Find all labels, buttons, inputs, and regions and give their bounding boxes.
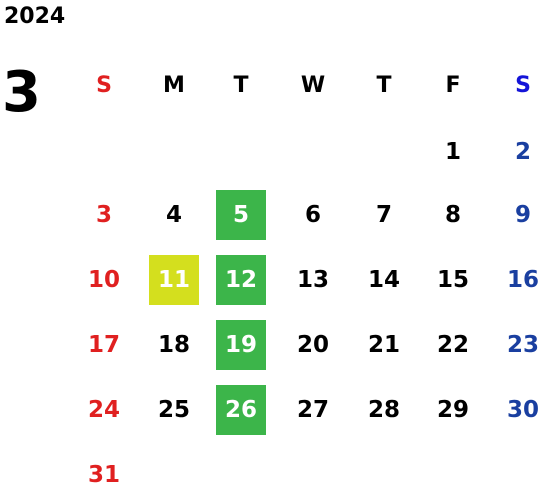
- day-cell[interactable]: 16: [506, 267, 539, 293]
- day-cell[interactable]: 6: [304, 202, 321, 228]
- day-cell[interactable]: 23: [506, 332, 539, 358]
- day-cell[interactable]: 18: [157, 332, 190, 358]
- day-cell[interactable]: 28: [367, 397, 400, 423]
- day-cell[interactable]: 8: [444, 202, 461, 228]
- day-cell[interactable]: 14: [367, 267, 400, 293]
- weekday-header: S: [515, 72, 531, 98]
- weekday-header: M: [163, 72, 185, 98]
- day-cell[interactable]: 3: [95, 202, 112, 228]
- day-cell[interactable]: 30: [506, 397, 539, 423]
- day-cell[interactable]: 15: [436, 267, 469, 293]
- day-cell[interactable]: 17: [87, 332, 120, 358]
- weekday-header: F: [445, 72, 461, 98]
- weekday-header: S: [96, 72, 112, 98]
- day-cell[interactable]: 22: [436, 332, 469, 358]
- highlighted-day-cell[interactable]: 26: [216, 385, 266, 435]
- day-cell[interactable]: 13: [296, 267, 329, 293]
- day-cell[interactable]: 1: [444, 139, 461, 165]
- weekday-header: T: [376, 72, 392, 98]
- day-cell[interactable]: 7: [375, 202, 392, 228]
- month-number: 3: [2, 60, 41, 125]
- year-label: 2024: [4, 4, 66, 29]
- day-cell[interactable]: 24: [87, 397, 120, 423]
- weekday-header: T: [233, 72, 249, 98]
- day-cell[interactable]: 2: [514, 139, 531, 165]
- day-cell[interactable]: 20: [296, 332, 329, 358]
- day-cell[interactable]: 31: [87, 462, 120, 488]
- highlighted-day-cell[interactable]: 5: [216, 190, 266, 240]
- day-cell[interactable]: 4: [165, 202, 182, 228]
- highlighted-day-cell[interactable]: 19: [216, 320, 266, 370]
- highlighted-day-cell[interactable]: 11: [149, 255, 199, 305]
- day-cell[interactable]: 27: [296, 397, 329, 423]
- day-cell[interactable]: 9: [514, 202, 531, 228]
- day-cell[interactable]: 21: [367, 332, 400, 358]
- day-cell[interactable]: 25: [157, 397, 190, 423]
- weekday-header: W: [300, 72, 326, 98]
- day-cell[interactable]: 10: [87, 267, 120, 293]
- day-cell[interactable]: 29: [436, 397, 469, 423]
- highlighted-day-cell[interactable]: 12: [216, 255, 266, 305]
